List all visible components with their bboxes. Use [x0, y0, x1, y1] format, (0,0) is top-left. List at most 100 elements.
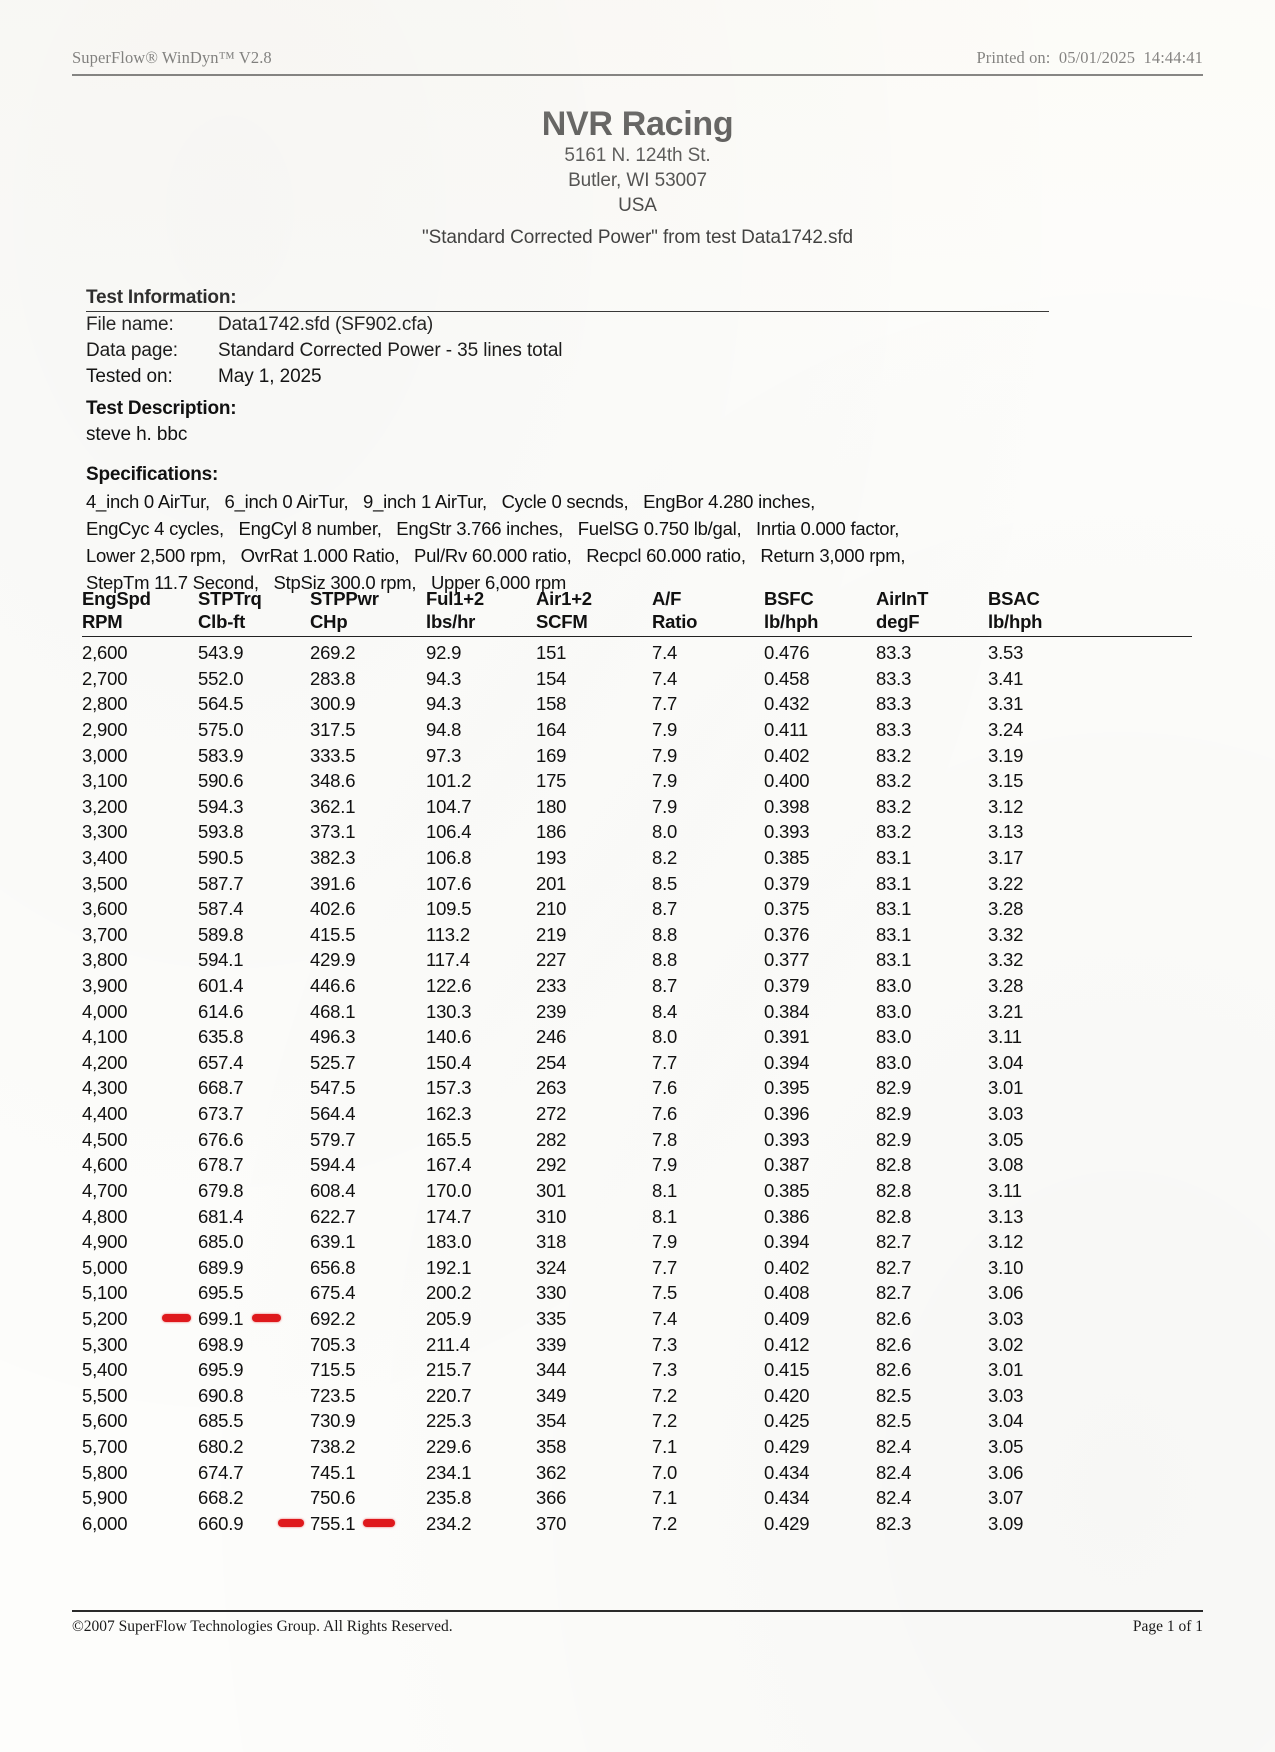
software-name: SuperFlow® WinDyn™ V2.8: [72, 48, 272, 67]
cell-engspd: 3,700: [82, 923, 128, 945]
cell-stppwr: 373.1: [310, 821, 356, 843]
table-row: 2,600 543.9 269.2 92.9 151 7.4 0.476 83.3 3.53: [82, 637, 1192, 666]
cell-air1-2: 272: [536, 1103, 567, 1125]
cell-air1-2: 186: [536, 821, 567, 843]
company-city-state-zip: Butler, WI 53007: [568, 169, 707, 191]
cell-ful1-2: 205.9: [426, 1307, 472, 1329]
cell-bsac: 3.07: [988, 1487, 1024, 1509]
table-row: 4,800 681.4 622.7 174.7 310 8.1 0.386 82.8 3.13: [82, 1204, 1192, 1230]
table-row: 3,400 590.5 382.3 106.8 193 8.2 0.385 83.1 3.17: [82, 845, 1192, 871]
cell-a-f: 7.9: [652, 795, 678, 817]
cell-a-f: 7.2: [652, 1512, 678, 1534]
cell-bsfc: 0.387: [764, 1154, 810, 1176]
cell-stppwr: 547.5: [310, 1077, 356, 1099]
cell-air1-2: 354: [536, 1410, 567, 1432]
cell-stppwr: 675.4: [310, 1282, 356, 1304]
cell-a-f: 7.1: [652, 1436, 678, 1458]
cell-stptrq: 676.6: [198, 1128, 244, 1150]
cell-bsac: 3.05: [988, 1436, 1024, 1458]
cell-engspd: 2,900: [82, 718, 128, 740]
cell-a-f: 7.7: [652, 1256, 678, 1278]
table-row: 2,900 575.0 317.5 94.8 164 7.9 0.411 83.3 3.24: [82, 717, 1192, 743]
cell-engspd: 2,800: [82, 693, 128, 715]
cell-bsac: 3.32: [988, 923, 1024, 945]
cell-airint: 83.0: [876, 975, 912, 997]
column-header-engspd: EngSpd: [82, 588, 151, 609]
cell-bsfc: 0.400: [764, 770, 810, 792]
table-body: 2,600 543.9 269.2 92.9 151 7.4 0.476 83.3 3.53 2,…: [82, 637, 1192, 1537]
cell-a-f: 7.8: [652, 1128, 678, 1150]
cell-a-f: 7.9: [652, 718, 678, 740]
cell-airint: 82.9: [876, 1103, 912, 1125]
cell-ful1-2: 157.3: [426, 1077, 472, 1099]
table-header: EngSpd STPTrq STPPwr Ful1+2 Air1+2 A/F B…: [82, 588, 1192, 637]
cell-a-f: 7.4: [652, 667, 678, 689]
cell-engspd: 4,800: [82, 1205, 128, 1227]
column-unit-af: Ratio: [652, 610, 698, 632]
cell-bsac: 3.12: [988, 1231, 1024, 1253]
cell-bsac: 3.10: [988, 1256, 1024, 1278]
cell-ful1-2: 106.8: [426, 847, 472, 868]
column-header-bsfc: BSFC: [764, 588, 814, 609]
test-description-section: Test Description: steve h. bbc: [86, 398, 1190, 448]
cell-bsfc: 0.432: [764, 693, 810, 715]
table-row: 4,500 676.6 579.7 165.5 282 7.8 0.393 82.9 3.05: [82, 1127, 1192, 1153]
cell-ful1-2: 106.4: [426, 821, 472, 843]
cell-ful1-2: 200.2: [426, 1282, 472, 1304]
cell-air1-2: 366: [536, 1487, 567, 1509]
cell-stppwr: 608.4: [310, 1179, 356, 1201]
cell-stptrq: 673.7: [198, 1103, 244, 1125]
cell-airint: 82.6: [876, 1359, 912, 1381]
cell-stppwr: 579.7: [310, 1128, 356, 1150]
file-name-value: Data1742.sfd (SF902.cfa): [218, 314, 434, 335]
table-header-units-row: RPM Clb-ft CHp lbs/hr SCFM Ratio lb/hph …: [82, 611, 1192, 637]
cell-a-f: 8.1: [652, 1205, 678, 1227]
cell-engspd: 3,100: [82, 770, 128, 792]
cell-bsac: 3.24: [988, 718, 1024, 740]
cell-bsac: 3.13: [988, 1205, 1024, 1227]
column-unit-bsfc: lb/hph: [764, 610, 819, 632]
cell-stptrq: 699.1: [162, 1306, 310, 1332]
cell-a-f: 7.2: [652, 1384, 678, 1406]
cell-a-f: 7.4: [652, 1307, 678, 1329]
cell-stptrq: 552.0: [198, 667, 244, 689]
cell-stptrq: 668.2: [198, 1487, 244, 1509]
cell-stppwr: 755.1: [278, 1511, 426, 1537]
cell-ful1-2: 94.3: [426, 693, 462, 715]
red-marker-annotation: [252, 1313, 282, 1322]
cell-bsfc: 0.391: [764, 1026, 810, 1048]
column-unit-air12: SCFM: [536, 610, 588, 632]
cell-engspd: 5,300: [82, 1333, 128, 1355]
cell-bsac: 3.11: [988, 1179, 1022, 1201]
cell-stppwr: 333.5: [310, 744, 356, 766]
cell-stptrq: 690.8: [198, 1384, 244, 1406]
cell-engspd: 4,700: [82, 1179, 128, 1201]
cell-stppwr: 317.5: [310, 718, 356, 740]
cell-bsac: 3.41: [988, 667, 1024, 689]
test-information-section: Test Information: File name: Data1742.sf…: [86, 287, 1190, 391]
cell-air1-2: 358: [536, 1436, 567, 1458]
cell-engspd: 4,900: [82, 1231, 128, 1253]
cell-stptrq: 575.0: [198, 718, 244, 740]
cell-engspd: 6,000: [82, 1512, 128, 1534]
cell-stptrq: 668.7: [198, 1077, 244, 1099]
cell-ful1-2: 94.3: [426, 667, 462, 689]
cell-ful1-2: 183.0: [426, 1231, 472, 1253]
company-name: NVR Racing: [541, 105, 734, 143]
specifications-heading: Specifications:: [86, 464, 219, 485]
cell-stptrq: 635.8: [198, 1026, 244, 1048]
cell-ful1-2: 101.2: [426, 770, 472, 792]
cell-engspd: 4,600: [82, 1154, 128, 1176]
cell-ful1-2: 211.4: [426, 1333, 470, 1355]
cell-stppwr: 705.3: [310, 1333, 356, 1355]
cell-stptrq: 589.8: [198, 923, 244, 945]
cell-a-f: 7.9: [652, 1154, 678, 1176]
cell-air1-2: 310: [536, 1205, 567, 1227]
column-unit-airint: degF: [876, 610, 920, 632]
cell-air1-2: 227: [536, 949, 567, 971]
cell-ful1-2: 167.4: [426, 1154, 472, 1176]
cell-ful1-2: 104.7: [426, 795, 472, 817]
cell-stptrq: 685.5: [198, 1410, 244, 1432]
column-header-af: A/F: [652, 588, 682, 609]
cell-air1-2: 370: [536, 1512, 567, 1534]
